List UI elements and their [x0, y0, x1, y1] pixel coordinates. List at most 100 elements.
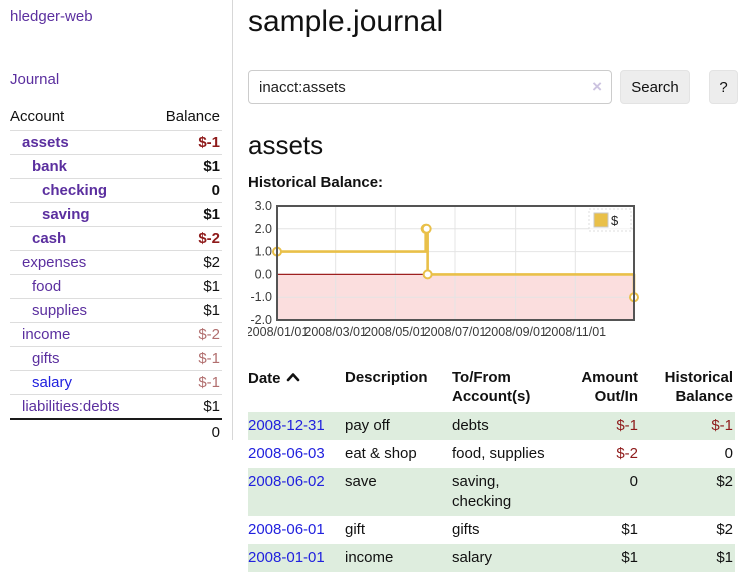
- register-row: 2008-06-01 gift gifts $1 $2: [248, 516, 735, 544]
- transaction-balance: $-1: [711, 417, 733, 434]
- svg-text:2008/05/01: 2008/05/01: [364, 325, 427, 339]
- account-link-food[interactable]: food: [32, 278, 62, 295]
- help-button[interactable]: ?: [709, 70, 738, 104]
- transaction-balance: $1: [716, 549, 733, 566]
- register-row: 2008-06-03 eat & shop food, supplies $-2…: [248, 440, 735, 468]
- chart-title: Historical Balance:: [248, 174, 384, 191]
- register-col-accounts: To/From Account(s): [452, 369, 531, 405]
- search-form: × Search ?: [248, 70, 742, 104]
- account-balance: 0: [150, 178, 222, 203]
- transaction-date-link[interactable]: 2008-06-01: [248, 521, 325, 538]
- transaction-amount: $-2: [616, 445, 638, 462]
- account-balance: $1: [150, 154, 222, 179]
- transaction-amount: $1: [621, 521, 638, 538]
- account-row: assets $-1: [10, 130, 222, 155]
- search-input[interactable]: [248, 70, 612, 104]
- transaction-description: pay off: [345, 417, 390, 434]
- transaction-date-link[interactable]: 2008-06-02: [248, 473, 325, 490]
- account-balance: $-1: [150, 346, 222, 371]
- sidebar: hledger-web Journal Account Balance asse…: [0, 0, 233, 444]
- transaction-description: save: [345, 473, 377, 490]
- transaction-description: income: [345, 549, 394, 566]
- account-link-cash[interactable]: cash: [32, 230, 67, 247]
- accounts-header-row: Account Balance: [10, 105, 222, 131]
- svg-text:1.0: 1.0: [255, 245, 272, 259]
- account-balance: $-1: [150, 370, 222, 395]
- transaction-description: gift: [345, 521, 366, 538]
- register-table: Date Description To/From Account(s) Amou…: [248, 366, 735, 572]
- historical-balance-chart: $3.0 2.0 1.0 0.0 -1.0 -2.0 2008/01/01 2008/03/0…: [246, 199, 742, 346]
- register-row: 2008-06-02 save saving, checking 0 $2: [248, 468, 735, 516]
- svg-text:0.0: 0.0: [255, 267, 272, 281]
- account-link-bank[interactable]: bank: [32, 158, 68, 175]
- account-link-assets[interactable]: assets: [22, 134, 69, 151]
- register-col-balance: Historical Balance: [664, 369, 733, 405]
- transaction-accounts: debts: [452, 417, 489, 434]
- account-row: salary $-1: [10, 370, 222, 395]
- transaction-date-link[interactable]: 2008-12-31: [248, 417, 325, 434]
- account-balance: $1: [150, 298, 222, 323]
- register-col-amount: Amount Out/In: [581, 369, 638, 405]
- transaction-accounts: gifts: [452, 521, 480, 538]
- transaction-amount: $1: [621, 549, 638, 566]
- account-balance: $1: [150, 202, 222, 227]
- account-link-salary[interactable]: salary: [32, 374, 73, 391]
- account-link-expenses[interactable]: expenses: [22, 254, 87, 271]
- svg-text:$: $: [611, 213, 619, 228]
- transaction-balance: $2: [716, 521, 733, 538]
- clear-search-icon[interactable]: ×: [592, 77, 602, 96]
- account-link-income[interactable]: income: [22, 326, 71, 343]
- search-button[interactable]: Search: [620, 70, 690, 104]
- account-row: checking 0: [10, 178, 222, 203]
- account-row: liabilities:debts $1: [10, 394, 222, 419]
- account-balance: $-2: [150, 322, 222, 347]
- svg-text:3.0: 3.0: [255, 200, 272, 213]
- account-balance: $2: [150, 250, 222, 275]
- svg-text:2008/03/01: 2008/03/01: [304, 325, 367, 339]
- account-row: saving $1: [10, 202, 222, 227]
- svg-text:-1.0: -1.0: [250, 290, 272, 304]
- account-row: bank $1: [10, 154, 222, 179]
- account-balance: $1: [150, 394, 222, 419]
- account-link-gifts[interactable]: gifts: [32, 350, 60, 367]
- account-balance: $-1: [150, 130, 222, 155]
- account-link-supplies[interactable]: supplies: [32, 302, 88, 319]
- page-title: sample.journal: [248, 5, 444, 38]
- transaction-accounts: saving, checking: [452, 473, 512, 510]
- accounts-table: Account Balance assets $-1 bank $1 check…: [10, 105, 222, 444]
- transaction-amount: 0: [629, 473, 638, 490]
- account-heading: assets: [248, 130, 324, 160]
- account-balance: $-2: [150, 226, 222, 251]
- register-col-date[interactable]: Date: [248, 366, 345, 412]
- accounts-total: 0: [10, 418, 222, 444]
- account-link-checking[interactable]: checking: [42, 182, 108, 199]
- search-input-wrap: ×: [248, 70, 612, 104]
- transaction-balance: 0: [724, 445, 733, 462]
- account-balance: $1: [150, 274, 222, 299]
- main-content: sample.journal × Search ? assets Histori…: [246, 0, 742, 572]
- account-link-liabilities-debts[interactable]: liabilities:debts: [22, 398, 120, 415]
- account-row: income $-2: [10, 322, 222, 347]
- nav-journal-link[interactable]: Journal: [10, 71, 60, 88]
- transaction-balance: $2: [716, 473, 733, 490]
- transaction-amount: $-1: [616, 417, 638, 434]
- account-row: gifts $-1: [10, 346, 222, 371]
- svg-text:-2.0: -2.0: [250, 313, 272, 327]
- transaction-description: eat & shop: [345, 445, 417, 462]
- app-brand-link[interactable]: hledger-web: [10, 8, 93, 25]
- accounts-col-balance: Balance: [165, 108, 220, 125]
- svg-text:2008/11/01: 2008/11/01: [544, 325, 606, 339]
- transaction-date-link[interactable]: 2008-06-03: [248, 445, 325, 462]
- transaction-accounts: food, supplies: [452, 445, 545, 462]
- register-row: 2008-01-01 income salary $1 $1: [248, 544, 735, 572]
- account-row: food $1: [10, 274, 222, 299]
- account-link-saving[interactable]: saving: [42, 206, 90, 223]
- account-row: cash $-2: [10, 226, 222, 251]
- transaction-date-link[interactable]: 2008-01-01: [248, 549, 325, 566]
- register-header-row: Date Description To/From Account(s) Amou…: [248, 366, 735, 412]
- account-row: supplies $1: [10, 298, 222, 323]
- register-col-date-label: Date: [248, 370, 281, 387]
- svg-text:2008/09/01: 2008/09/01: [484, 325, 547, 339]
- svg-text:2.0: 2.0: [255, 222, 272, 236]
- sort-ascending-icon[interactable]: [286, 368, 300, 387]
